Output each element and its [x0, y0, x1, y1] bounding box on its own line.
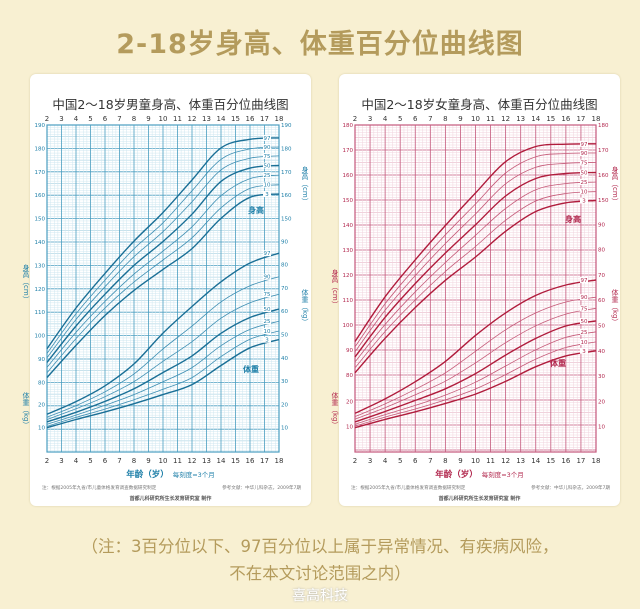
- girls-x-axis-label: 年龄（岁） 每刻度=3个月: [339, 468, 620, 480]
- girls-height-axis-label: 身高（cm）: [331, 269, 339, 308]
- girls-footnotes: 注：根据2005年九省/市儿童体格发育调查数据研究制定 参考文献：中华儿科杂志，2…: [351, 485, 610, 491]
- footnote-reference: 参考文献：中华儿科杂志，2009年7期: [222, 486, 301, 491]
- x-axis-note: 每刻度=3个月: [481, 471, 524, 479]
- x-axis-note: 每刻度=3个月: [172, 471, 215, 479]
- footnote-source: 注：根据2005年九省/市儿童体格发育调查数据研究制定: [42, 486, 157, 491]
- girls-chart-title: 中国2～18岁女童身高、体重百分位曲线图: [361, 97, 598, 112]
- note-line-1: （注：3百分位以下、97百分位以上属于异常情况、有疾病风险，: [81, 537, 559, 556]
- boys-weight-axis-label-right: 体重（kg）: [301, 289, 309, 326]
- boys-x-axis-label: 年龄（岁） 每刻度=3个月: [30, 468, 311, 480]
- boys-height-axis-label: 身高（cm）: [22, 264, 30, 303]
- boys-height-axis-label-right: 身高（cm）: [301, 166, 309, 205]
- footnote-source: 注：根据2005年九省/市儿童体格发育调查数据研究制定: [351, 486, 466, 491]
- boys-footnotes: 注：根据2005年九省/市儿童体格发育调查数据研究制定 参考文献：中华儿科杂志，2…: [42, 485, 301, 491]
- girls-weight-axis-label-right: 体重（kg）: [611, 289, 619, 326]
- watermark: 喜高科技: [292, 588, 348, 604]
- boys-chart-title: 中国2～18岁男童身高、体重百分位曲线图: [52, 97, 289, 112]
- girls-height-axis-label-right: 身高（cm）: [611, 166, 619, 205]
- girls-weight-axis-label-left: 体重（kg）: [331, 392, 339, 429]
- page-title: 2-18岁身高、体重百分位曲线图: [116, 29, 524, 60]
- boys-weight-axis-label-left: 体重（kg）: [22, 392, 30, 429]
- girls-credit: 首都儿科研究所生长发育研究室 制作: [438, 496, 521, 502]
- girls-chart-card: 中国2～18岁女童身高、体重百分位曲线图 身高（cm） 体重（kg） 身高（cm…: [331, 74, 620, 506]
- x-axis-title: 年龄（岁）: [435, 470, 478, 480]
- boys-chart-card: 中国2～18岁男童身高、体重百分位曲线图 身高（cm） 体重（kg） 身高（cm…: [22, 74, 311, 506]
- note-line-2: 不在本文讨论范围之内）: [229, 564, 411, 583]
- footnote-reference: 参考文献：中华儿科杂志，2009年7期: [531, 486, 610, 491]
- boys-credit: 首都儿科研究所生长发育研究室 制作: [129, 496, 212, 502]
- x-axis-title: 年龄（岁）: [126, 470, 169, 480]
